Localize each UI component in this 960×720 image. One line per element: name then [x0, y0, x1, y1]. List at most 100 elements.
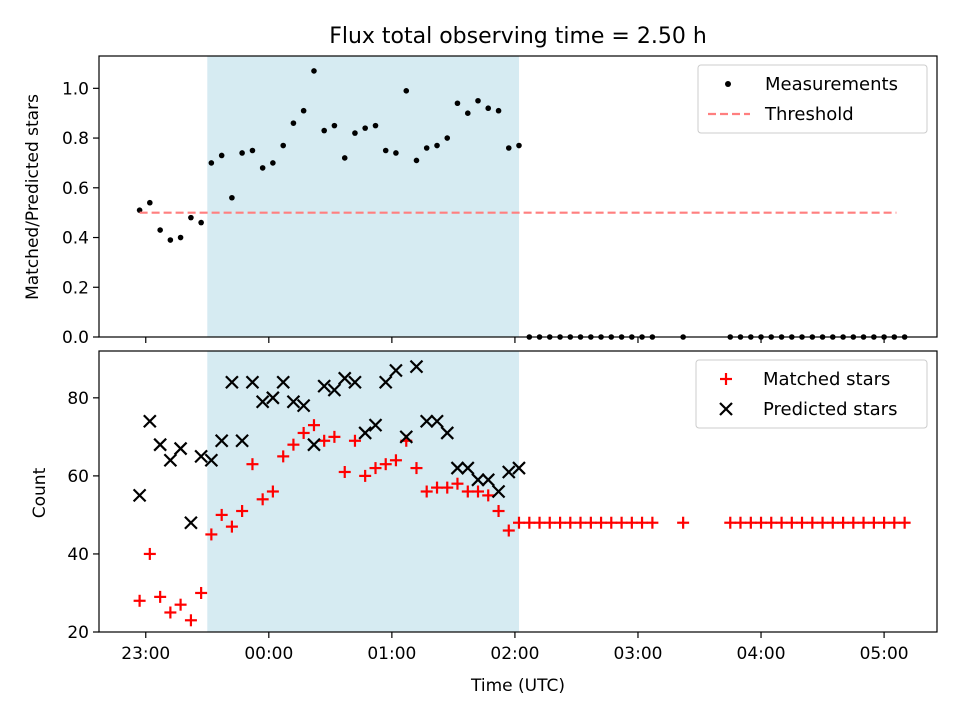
- measurement-point: [475, 97, 481, 104]
- x-stroke-b: [286, 394, 301, 409]
- predicted-star-point: [419, 414, 434, 429]
- predicted-star-point: [399, 430, 414, 444]
- predicted-star-point: [214, 433, 229, 448]
- x-stroke-b: [184, 515, 198, 530]
- matched-star-point: [287, 438, 300, 451]
- matched-star-point: [441, 481, 454, 494]
- matched-star-point: [512, 516, 525, 529]
- bottom-y-axis-label: Count: [30, 467, 50, 518]
- x-stroke-b: [307, 437, 321, 452]
- x-tick-label: 03:00: [613, 644, 662, 664]
- measurement-point: [208, 160, 215, 166]
- matched-star-point: [765, 516, 778, 529]
- matched-star-point: [451, 477, 464, 490]
- predicted-star-point: [204, 453, 219, 468]
- predicted-star-point: [173, 441, 188, 456]
- measurement-point: [270, 160, 276, 166]
- measurement-point: [321, 127, 327, 134]
- matched-star-point: [328, 430, 341, 443]
- y-tick-label: 0.8: [62, 129, 89, 149]
- predicted-star-point: [430, 414, 444, 429]
- matched-star-point: [543, 516, 556, 529]
- predicted-star-point: [245, 375, 260, 390]
- measurement-point: [280, 142, 287, 149]
- matched-star-point: [420, 485, 433, 498]
- top-panel: 0.0 0.2 0.4 0.6 0.8 1.0: [62, 55, 938, 348]
- matched-star-point: [888, 516, 901, 529]
- x-stroke-b: [276, 375, 290, 390]
- measurement-point: [157, 227, 163, 233]
- predicted-star-point: [378, 375, 393, 390]
- matched-star-point: [236, 505, 249, 518]
- predicted-star-point: [143, 414, 157, 429]
- matched-star-point: [133, 594, 146, 607]
- matched-star-point: [502, 524, 515, 537]
- matched-star-point: [154, 590, 167, 603]
- matched-star-point: [533, 516, 546, 529]
- bottom-legend: Matched stars Predicted stars: [695, 359, 928, 429]
- x-stroke-b: [214, 433, 229, 448]
- legend-matched-label: Matched stars: [763, 369, 890, 390]
- x-stroke-b: [501, 465, 516, 479]
- matched-star-point: [847, 516, 860, 529]
- matched-star-point: [338, 465, 351, 478]
- x-stroke-b: [368, 418, 383, 432]
- matched-star-point: [359, 469, 372, 482]
- measurement-point: [505, 145, 512, 151]
- matched-star-point: [734, 516, 747, 529]
- x-stroke-b: [153, 437, 167, 452]
- measurement-point: [290, 120, 297, 126]
- measurement-point: [495, 107, 502, 114]
- top-chart-title: Flux total observing time = 2.50 h: [329, 24, 707, 49]
- matched-star-point: [143, 547, 156, 560]
- predicted-star-point: [501, 465, 516, 479]
- matched-star-point: [266, 485, 279, 498]
- matched-star-point: [318, 434, 331, 447]
- x-stroke-b: [471, 473, 485, 487]
- x-stroke-b: [512, 461, 526, 475]
- x-stroke-b: [440, 426, 455, 440]
- matched-star-point: [724, 516, 737, 529]
- y-tick-label: 0.0: [62, 328, 89, 348]
- measurement-point: [413, 157, 420, 164]
- predicted-star-point: [153, 437, 167, 452]
- matched-star-point: [379, 458, 392, 471]
- matched-star-point: [796, 516, 809, 529]
- measurement-point: [300, 107, 307, 114]
- legend-matched-marker: [720, 373, 732, 385]
- matched-star-point: [297, 426, 310, 439]
- x-stroke-b: [296, 398, 311, 413]
- predicted-star-point: [348, 375, 362, 390]
- y-tick-label: 60: [67, 467, 89, 487]
- matched-star-point: [277, 450, 290, 463]
- matched-star-point: [595, 516, 608, 529]
- matched-star-point: [205, 528, 218, 541]
- measurement-point: [177, 234, 184, 241]
- matched-star-point: [215, 508, 228, 521]
- x-stroke-b: [255, 394, 270, 409]
- matched-star-point: [826, 516, 839, 529]
- legend-predicted-label: Predicted stars: [763, 399, 897, 420]
- top-y-axis-label: Matched/Predicted stars: [23, 94, 43, 300]
- predicted-star-point: [491, 484, 506, 499]
- predicted-star-point: [327, 383, 342, 397]
- measurement-point: [331, 122, 338, 129]
- measurement-point: [311, 68, 317, 74]
- x-tick-label: 05:00: [860, 644, 909, 664]
- matched-star-point: [472, 485, 485, 498]
- matched-star-point: [898, 516, 911, 529]
- x-stroke-b: [163, 453, 178, 468]
- measurement-point: [352, 130, 358, 136]
- matched-star-point: [775, 516, 788, 529]
- x-stroke-b: [419, 414, 434, 429]
- matched-star-point: [174, 598, 187, 611]
- x-stroke-b: [194, 449, 208, 464]
- matched-star-point: [615, 516, 628, 529]
- x-stroke-b: [430, 414, 444, 429]
- matched-star-point: [755, 516, 768, 529]
- x-stroke-b: [399, 430, 414, 444]
- x-stroke-b: [317, 379, 331, 393]
- legend-measurements-label: Measurements: [765, 74, 898, 95]
- matched-star-point: [195, 586, 208, 599]
- top-legend-box: [697, 64, 928, 134]
